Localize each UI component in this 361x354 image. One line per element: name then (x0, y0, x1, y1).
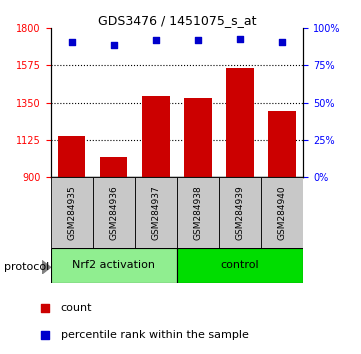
Text: count: count (61, 303, 92, 313)
Bar (58, 136, 85, 177)
Bar (177, 177, 219, 248)
Text: percentile rank within the sample: percentile rank within the sample (61, 330, 248, 339)
Bar (51, 177, 93, 248)
Bar (219, 177, 261, 248)
Text: GSM284939: GSM284939 (236, 185, 244, 240)
Text: GSM284940: GSM284940 (278, 185, 287, 240)
Bar (51, 248, 177, 283)
Polygon shape (42, 260, 51, 274)
Point (111, 42, 117, 47)
Point (195, 38, 201, 43)
Bar (226, 68, 254, 177)
Text: GSM284936: GSM284936 (109, 185, 118, 240)
Text: GSM284935: GSM284935 (67, 185, 76, 240)
Point (279, 39, 285, 45)
Title: GDS3476 / 1451075_s_at: GDS3476 / 1451075_s_at (97, 14, 256, 27)
Text: GSM284937: GSM284937 (151, 185, 160, 240)
Point (237, 36, 243, 41)
Bar (269, 111, 296, 177)
Bar (142, 96, 170, 177)
Text: Nrf2 activation: Nrf2 activation (72, 261, 155, 270)
Bar (261, 177, 303, 248)
Text: GSM284938: GSM284938 (193, 185, 203, 240)
Text: protocol: protocol (4, 262, 49, 272)
Point (69, 39, 74, 45)
Bar (184, 98, 212, 177)
Text: control: control (221, 261, 259, 270)
Point (270, 175, 276, 181)
Bar (135, 177, 177, 248)
Bar (100, 157, 127, 177)
Bar (93, 177, 135, 248)
Point (153, 38, 159, 43)
Bar (177, 248, 303, 283)
